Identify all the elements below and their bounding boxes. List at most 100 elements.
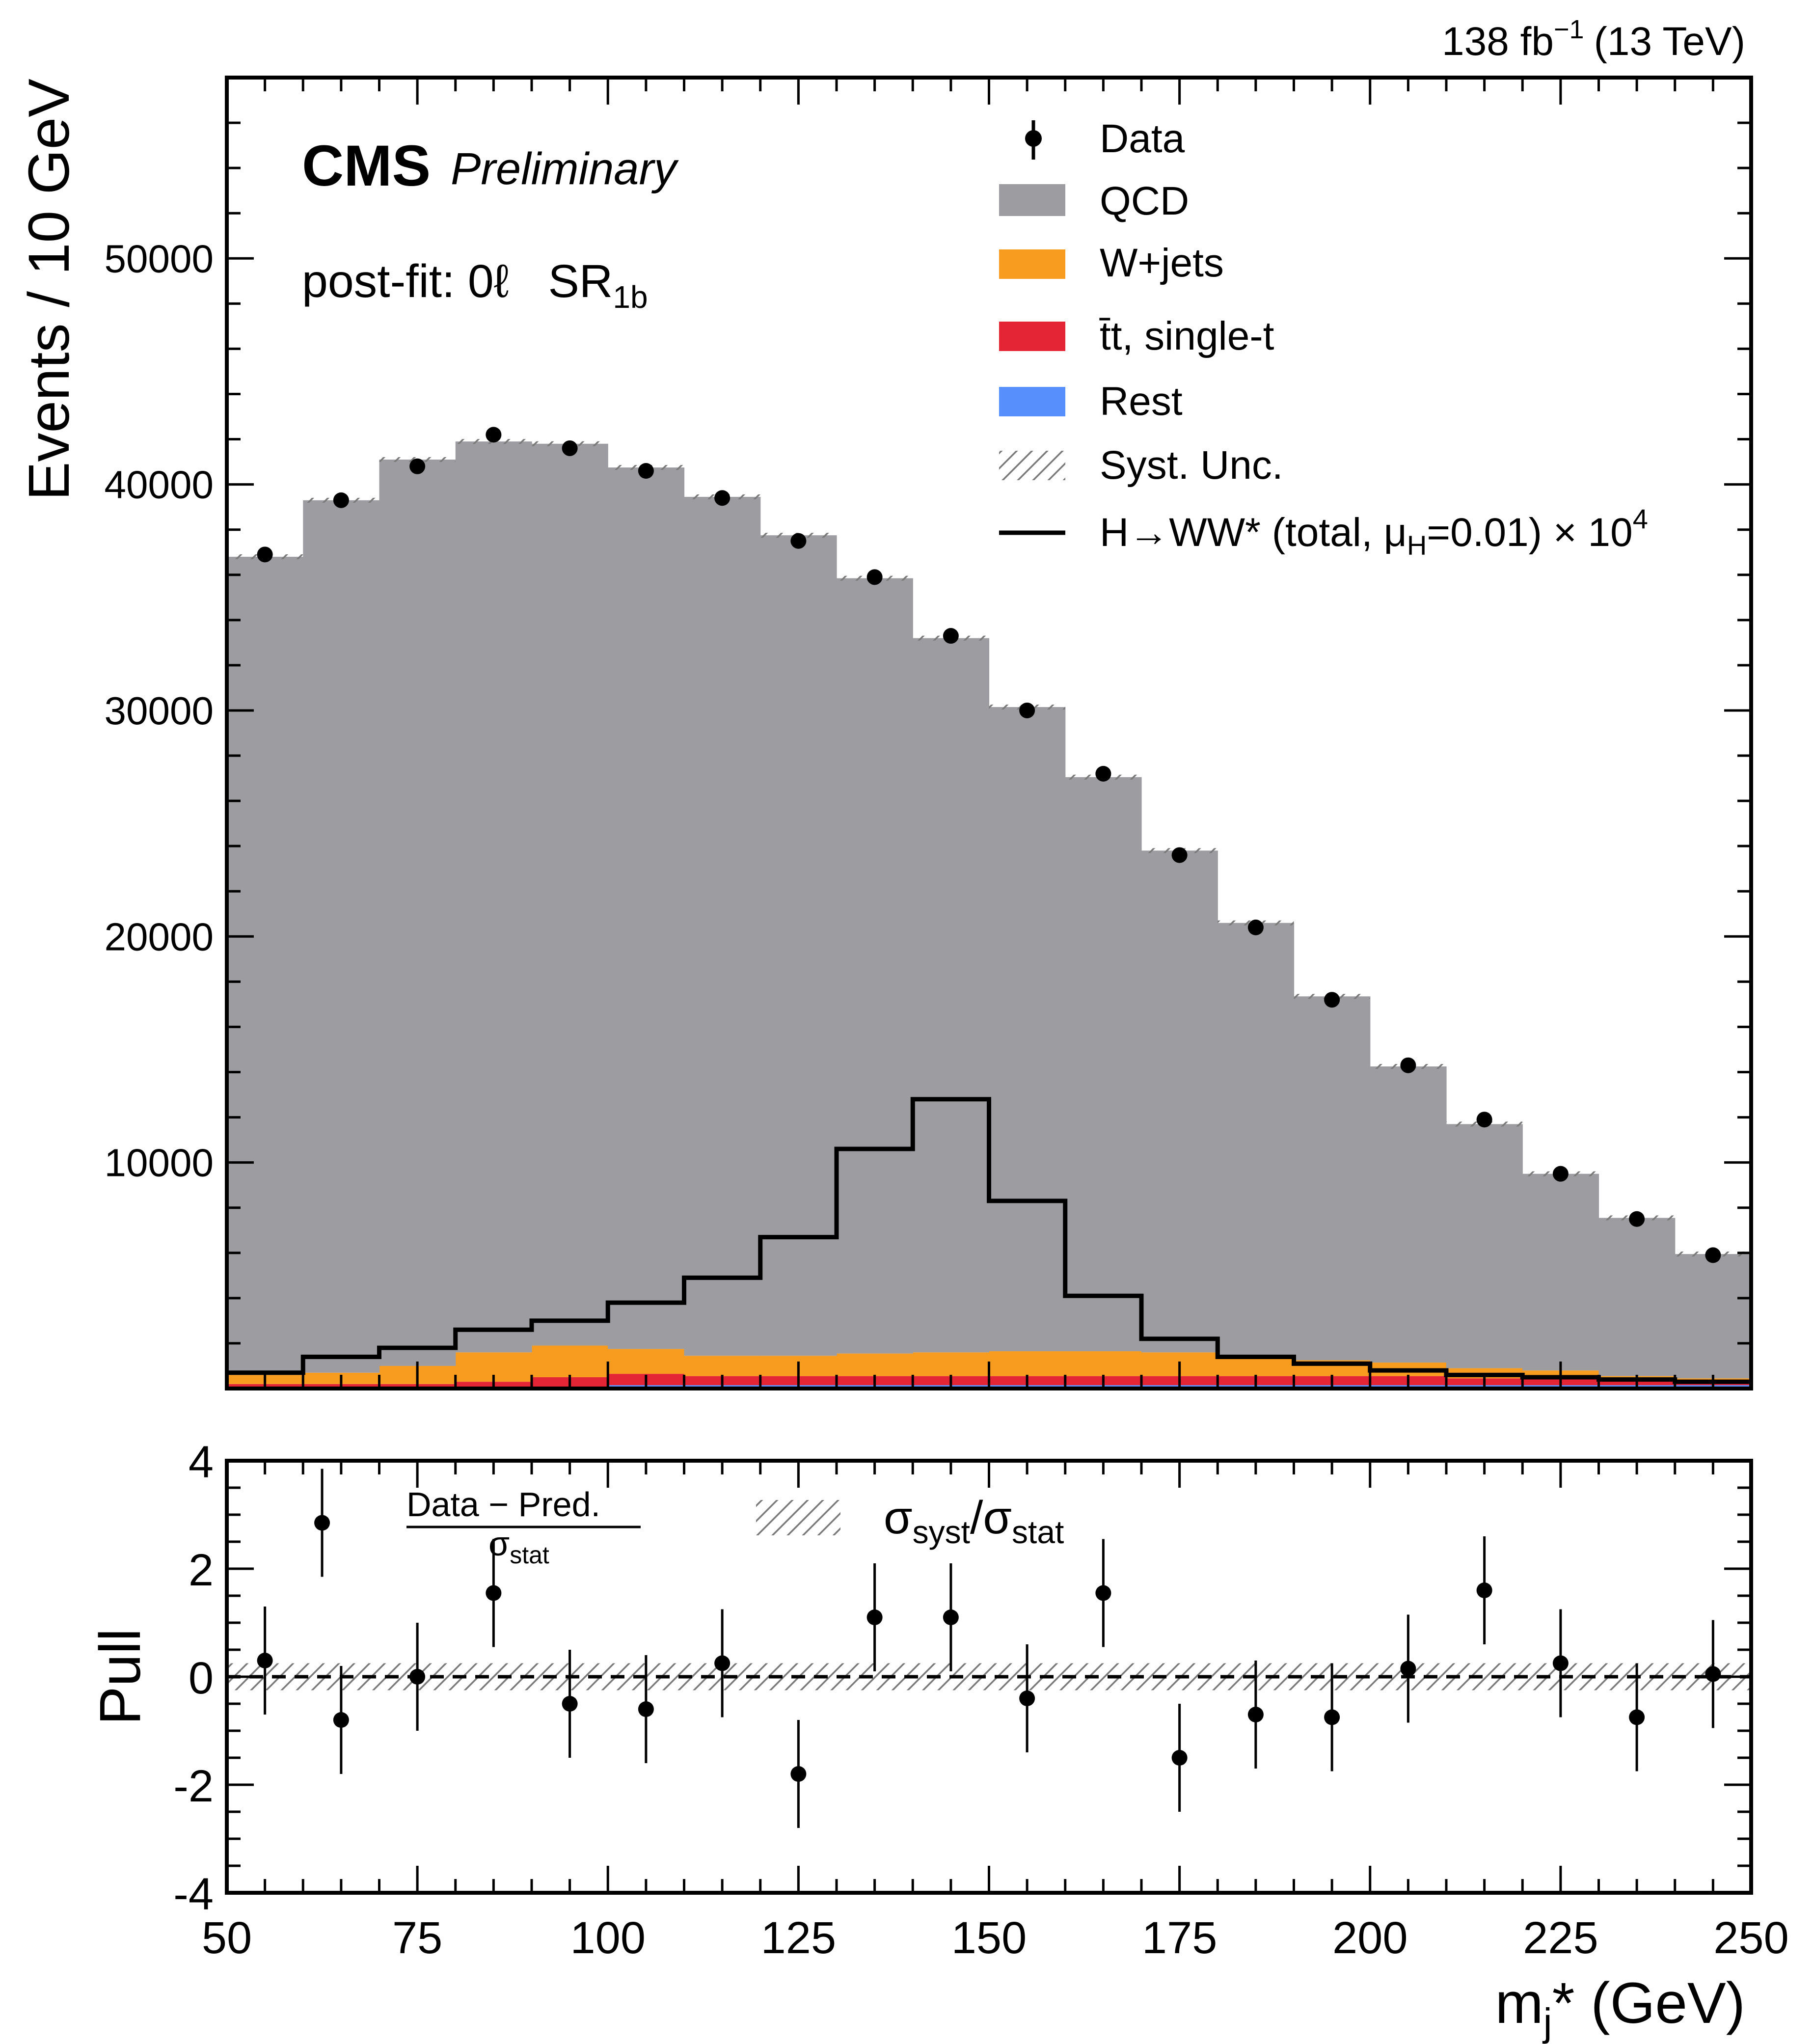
pull-y-tick-label-0: 0 bbox=[189, 1653, 214, 1703]
pull-point-7 bbox=[714, 1655, 731, 1671]
y-tick-label-10000: 10000 bbox=[105, 1141, 214, 1185]
bar-qcd-17 bbox=[1522, 1173, 1599, 1371]
pull-point-0 bbox=[257, 1653, 273, 1668]
bar-qcd-5 bbox=[608, 467, 685, 1349]
bar-qcd-13 bbox=[1218, 923, 1295, 1357]
top-panel-frame bbox=[225, 76, 1753, 1390]
bar-wjets-9 bbox=[913, 1352, 990, 1376]
preliminary-label: Preliminary bbox=[451, 144, 679, 194]
bar-qcd-2 bbox=[379, 459, 456, 1366]
bar-qcd-1 bbox=[303, 500, 380, 1373]
pull-syst-swatch bbox=[756, 1500, 840, 1535]
bar-qcd-3 bbox=[455, 441, 532, 1353]
data-point-12 bbox=[1171, 847, 1188, 863]
legend-signal: H→WW* (total, μH=0.01) × 104 bbox=[999, 503, 1648, 561]
y-tick-label-50000: 50000 bbox=[105, 237, 214, 280]
stack-bars bbox=[227, 439, 1752, 1389]
data-point-4 bbox=[562, 440, 578, 456]
legend: Data QCD W+jets t̄t, single-t Rest Syst.… bbox=[999, 116, 1648, 561]
pull-point-2 bbox=[333, 1712, 349, 1728]
pull-syst-band-group bbox=[227, 1663, 1751, 1690]
legend-ttbar-label: t̄t, single-t bbox=[1099, 314, 1274, 358]
data-point-5 bbox=[638, 463, 654, 479]
x-tick-label-125: 125 bbox=[761, 1913, 837, 1963]
axis-ticks bbox=[225, 76, 1753, 1894]
bar-qcd-7 bbox=[760, 535, 837, 1356]
data-point-0 bbox=[257, 546, 273, 563]
bar-qcd-18 bbox=[1598, 1218, 1676, 1376]
legend-wjets-swatch bbox=[999, 249, 1065, 279]
bar-wjets-4 bbox=[532, 1345, 608, 1377]
pull-point-1 bbox=[314, 1515, 330, 1531]
data-point-19 bbox=[1705, 1247, 1721, 1263]
pull-point-15 bbox=[1324, 1709, 1340, 1725]
pull-syst-legend: σsyst/σstat bbox=[756, 1492, 1064, 1550]
data-point-18 bbox=[1629, 1211, 1645, 1227]
bar-qcd-4 bbox=[532, 443, 608, 1346]
bar-wjets-5 bbox=[608, 1349, 685, 1374]
pull-point-10 bbox=[943, 1609, 959, 1625]
bar-qcd-12 bbox=[1141, 850, 1218, 1353]
bar-qcd-19 bbox=[1675, 1254, 1752, 1379]
pull-y-axis-title: Pull bbox=[88, 1629, 153, 1725]
cms-label: CMS bbox=[302, 134, 431, 198]
pull-numerator: Data − Pred. bbox=[406, 1485, 600, 1524]
pull-syst-label: σsyst/σstat bbox=[884, 1492, 1064, 1550]
region-label: post-fit: 0ℓ SR1b bbox=[302, 255, 648, 315]
pull-panel-frame bbox=[225, 1459, 1753, 1895]
x-tick-label-50: 50 bbox=[202, 1913, 252, 1963]
data-point-9 bbox=[943, 628, 959, 644]
bar-qcd-9 bbox=[913, 638, 990, 1353]
x-tick-label-225: 225 bbox=[1523, 1913, 1598, 1963]
bar-wjets-13 bbox=[1218, 1357, 1295, 1376]
legend-ttbar: t̄t, single-t bbox=[999, 314, 1274, 358]
pull-point-8 bbox=[790, 1766, 807, 1782]
x-tick-label-200: 200 bbox=[1332, 1913, 1408, 1963]
data-point-16 bbox=[1476, 1112, 1492, 1128]
data-point-6 bbox=[714, 490, 731, 506]
pull-point-3 bbox=[409, 1669, 426, 1685]
data-point-7 bbox=[790, 533, 807, 549]
bar-wjets-6 bbox=[684, 1356, 761, 1376]
pull-point-4 bbox=[486, 1585, 502, 1601]
bar-wjets-10 bbox=[989, 1351, 1066, 1376]
pull-point-16 bbox=[1400, 1661, 1416, 1677]
data-point-10 bbox=[1019, 702, 1035, 718]
legend-data-label: Data bbox=[1100, 116, 1185, 161]
data-points bbox=[257, 427, 1721, 1263]
lumi-label: 138 fb−1 (13 TeV) bbox=[1442, 15, 1745, 64]
pull-point-11 bbox=[1019, 1690, 1035, 1706]
bar-qcd-14 bbox=[1294, 996, 1371, 1361]
data-point-15 bbox=[1400, 1057, 1416, 1073]
pull-y-tick-label-4: 4 bbox=[189, 1437, 214, 1487]
x-tick-label-175: 175 bbox=[1142, 1913, 1218, 1963]
y-tick-label-30000: 30000 bbox=[105, 689, 214, 733]
bar-wjets-11 bbox=[1065, 1351, 1142, 1376]
pull-denominator: σstat bbox=[488, 1525, 549, 1569]
pull-point-6 bbox=[638, 1701, 654, 1717]
data-point-3 bbox=[486, 427, 502, 443]
legend-qcd: QCD bbox=[999, 179, 1189, 223]
bar-qcd-8 bbox=[837, 578, 913, 1354]
data-point-13 bbox=[1247, 919, 1264, 935]
pull-y-tick-label--2: -2 bbox=[173, 1761, 214, 1811]
legend-rest-label: Rest bbox=[1100, 379, 1183, 424]
x-tick-label-100: 100 bbox=[570, 1913, 646, 1963]
pull-point-18 bbox=[1552, 1655, 1569, 1671]
pull-point-12 bbox=[1095, 1585, 1111, 1601]
bar-wjets-8 bbox=[837, 1353, 913, 1376]
y-tick-label-20000: 20000 bbox=[105, 915, 214, 958]
legend-ttbar-swatch bbox=[999, 322, 1065, 351]
legend-syst-label: Syst. Unc. bbox=[1100, 443, 1283, 488]
pull-points bbox=[257, 1469, 1721, 1828]
pull-point-17 bbox=[1476, 1582, 1492, 1598]
data-point-17 bbox=[1552, 1166, 1569, 1182]
legend-signal-label: H→WW* (total, μH=0.01) × 104 bbox=[1100, 503, 1648, 561]
y-axis-title: Events / 10 GeV bbox=[17, 79, 81, 501]
legend-qcd-label: QCD bbox=[1100, 179, 1189, 223]
x-tick-label-75: 75 bbox=[392, 1913, 442, 1963]
pull-point-20 bbox=[1705, 1666, 1721, 1682]
data-point-11 bbox=[1095, 765, 1111, 782]
pull-y-tick-label-2: 2 bbox=[189, 1545, 214, 1595]
